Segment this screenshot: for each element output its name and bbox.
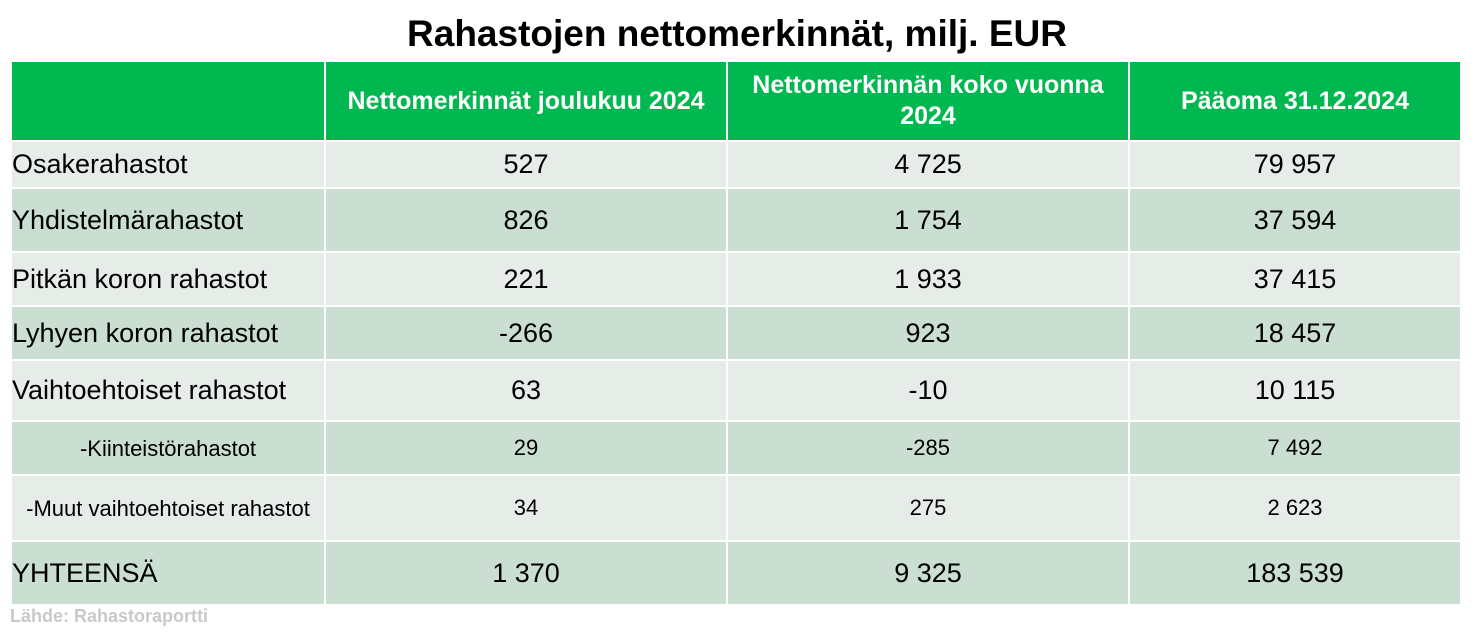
source-note: Lähde: Rahastoraportti — [10, 606, 209, 626]
table-row: Osakerahastot 527 4 725 79 957 — [10, 140, 1462, 189]
cell-december: 29 — [324, 420, 728, 476]
cell-capital: 79 957 — [1128, 140, 1462, 189]
cell-year: 1 754 — [726, 187, 1130, 253]
table-title: Rahastojen nettomerkinnät, milj. EUR — [407, 13, 1067, 54]
header-year-subscriptions: Nettomerkinnän koko vuonna 2024 — [726, 60, 1130, 142]
table-row-total: YHTEENSÄ 1 370 9 325 183 539 — [10, 540, 1462, 606]
cell-capital: 2 623 — [1128, 474, 1462, 542]
header-blank — [10, 60, 326, 142]
cell-december: 221 — [324, 251, 728, 307]
cell-december: 63 — [324, 359, 728, 422]
table-row: Pitkän koron rahastot 221 1 933 37 415 — [10, 251, 1462, 307]
cell-capital: 37 415 — [1128, 251, 1462, 307]
cell-december: -266 — [324, 305, 728, 361]
cell-year: 923 — [726, 305, 1130, 361]
row-label: Lyhyen koron rahastot — [10, 305, 326, 361]
cell-december: 1 370 — [324, 540, 728, 606]
cell-capital: 183 539 — [1128, 540, 1462, 606]
cell-year: 1 933 — [726, 251, 1130, 307]
row-label: YHTEENSÄ — [10, 540, 326, 606]
row-label: Pitkän koron rahastot — [10, 251, 326, 307]
cell-december: 826 — [324, 187, 728, 253]
fund-subscriptions-table: Nettomerkinnät joulukuu 2024 Nettomerkin… — [10, 60, 1462, 606]
table-row: -Kiinteistörahastot 29 -285 7 492 — [10, 420, 1462, 476]
row-label: Vaihtoehtoiset rahastot — [10, 359, 326, 422]
row-label: Yhdistelmärahastot — [10, 187, 326, 253]
header-capital: Pääoma 31.12.2024 — [1128, 60, 1462, 142]
cell-capital: 37 594 — [1128, 187, 1462, 253]
cell-year: 4 725 — [726, 140, 1130, 189]
cell-year: 9 325 — [726, 540, 1130, 606]
row-label: -Kiinteistörahastot — [10, 420, 326, 476]
row-label: Osakerahastot — [10, 140, 326, 189]
cell-capital: 7 492 — [1128, 420, 1462, 476]
row-label: -Muut vaihtoehtoiset rahastot — [10, 474, 326, 542]
table-row: Lyhyen koron rahastot -266 923 18 457 — [10, 305, 1462, 361]
cell-capital: 10 115 — [1128, 359, 1462, 422]
header-december-subscriptions: Nettomerkinnät joulukuu 2024 — [324, 60, 728, 142]
table-row: -Muut vaihtoehtoiset rahastot 34 275 2 6… — [10, 474, 1462, 542]
cell-year: 275 — [726, 474, 1130, 542]
table-row: Vaihtoehtoiset rahastot 63 -10 10 115 — [10, 359, 1462, 422]
cell-capital: 18 457 — [1128, 305, 1462, 361]
cell-december: 527 — [324, 140, 728, 189]
table-row: Yhdistelmärahastot 826 1 754 37 594 — [10, 187, 1462, 253]
cell-year: -10 — [726, 359, 1130, 422]
cell-year: -285 — [726, 420, 1130, 476]
table-header-row: Nettomerkinnät joulukuu 2024 Nettomerkin… — [10, 60, 1462, 142]
cell-december: 34 — [324, 474, 728, 542]
